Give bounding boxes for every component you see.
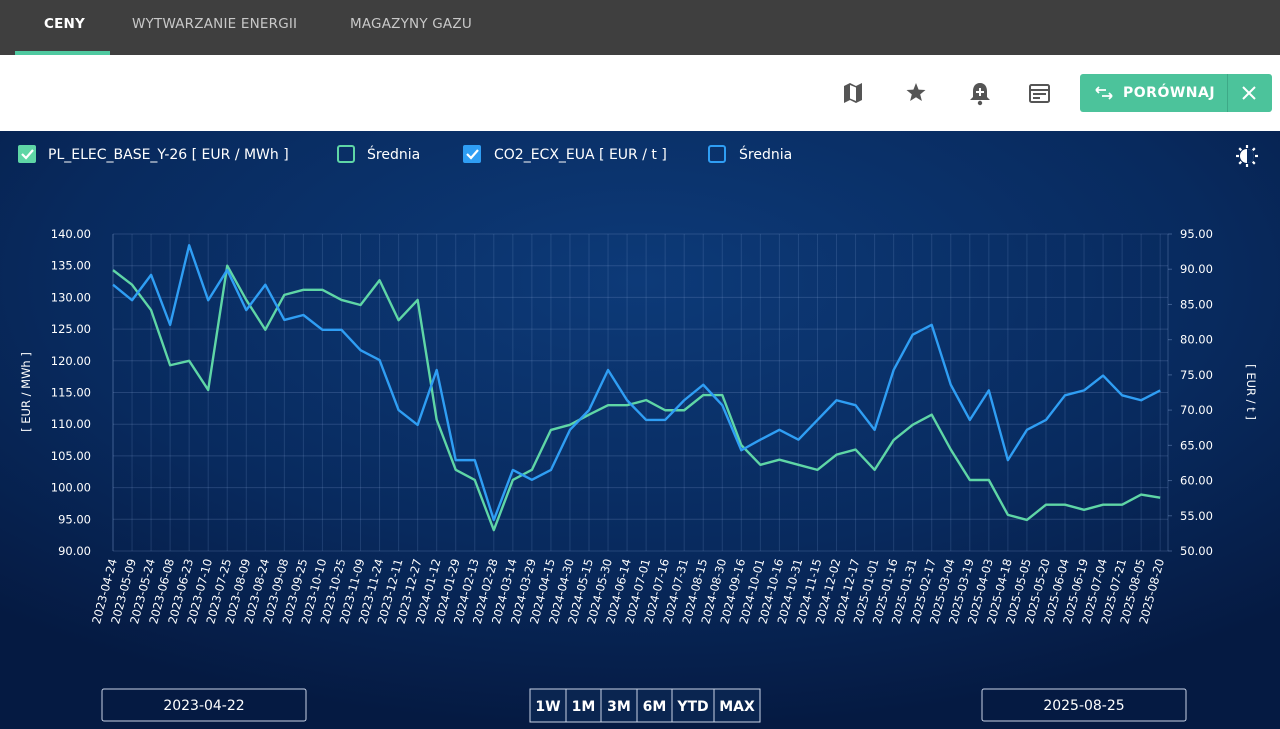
range-button-label: 6M bbox=[643, 699, 667, 715]
chart-panel: PL_ELEC_BASE_Y-26 [ EUR / MWh ] Średnia CO… bbox=[0, 131, 1280, 729]
start-date-input-label: 2023-04-22 bbox=[163, 698, 244, 714]
close-icon[interactable] bbox=[1227, 74, 1272, 112]
start-date-input[interactable] bbox=[101, 688, 307, 722]
range-button[interactable] bbox=[600, 688, 638, 723]
legend-label: CO2_ECX_EUA [ EUR / t ] bbox=[494, 147, 667, 163]
y-tick-label: 90.00 bbox=[58, 544, 91, 558]
end-date-input[interactable] bbox=[981, 688, 1187, 722]
compare-button[interactable]: PORÓWNAJ bbox=[1080, 74, 1272, 112]
toolbar: PORÓWNAJ bbox=[0, 55, 1280, 131]
y2-axis-label: [ EUR / t ] bbox=[1244, 364, 1258, 420]
legend-label: PL_ELEC_BASE_Y-26 [ EUR / MWh ] bbox=[48, 147, 289, 163]
y-axis-label: [ EUR / MWh ] bbox=[19, 352, 33, 432]
checkmark bbox=[21, 149, 34, 160]
average-label: Średnia bbox=[739, 145, 792, 163]
range-button[interactable] bbox=[671, 688, 715, 723]
y-tick-label: 135.00 bbox=[51, 259, 91, 273]
y-tick-label: 125.00 bbox=[51, 322, 91, 336]
calendar-icon[interactable] bbox=[1029, 84, 1050, 103]
range-button-label: MAX bbox=[719, 699, 755, 715]
active-tab-indicator bbox=[15, 51, 110, 55]
y-tick-label: 105.00 bbox=[51, 449, 91, 463]
series-line bbox=[112, 264, 1161, 532]
range-button[interactable] bbox=[565, 688, 602, 723]
compare-icon bbox=[1095, 86, 1113, 100]
range-button-label: 3M bbox=[607, 699, 631, 715]
legend-checkbox[interactable] bbox=[18, 145, 36, 163]
tab[interactable]: MAGAZYNY GAZU bbox=[350, 16, 472, 32]
y2-tick-label: 95.00 bbox=[1180, 227, 1213, 241]
series-line bbox=[112, 244, 1161, 522]
y2-tick-label: 55.00 bbox=[1180, 509, 1213, 523]
y-tick-label: 120.00 bbox=[51, 354, 91, 368]
range-button-label: 1M bbox=[572, 699, 596, 715]
average-checkbox[interactable] bbox=[708, 145, 726, 163]
range-button-label: 1W bbox=[535, 699, 560, 715]
compare-label: PORÓWNAJ bbox=[1123, 85, 1216, 101]
checkmark bbox=[466, 149, 479, 160]
y2-tick-label: 85.00 bbox=[1180, 297, 1213, 311]
legend-checkbox[interactable] bbox=[463, 145, 481, 163]
y2-tick-label: 65.00 bbox=[1180, 438, 1213, 452]
y2-tick-label: 90.00 bbox=[1180, 262, 1213, 276]
toolbar-icons bbox=[844, 83, 1050, 106]
average-checkbox[interactable] bbox=[337, 145, 355, 163]
y-tick-label: 140.00 bbox=[51, 227, 91, 241]
average-label: Średnia bbox=[367, 145, 420, 163]
y-tick-label: 110.00 bbox=[51, 417, 91, 431]
y2-tick-label: 70.00 bbox=[1180, 403, 1213, 417]
star-icon[interactable] bbox=[906, 83, 926, 101]
theme-toggle[interactable] bbox=[1236, 145, 1258, 167]
bell-icon[interactable] bbox=[970, 83, 990, 106]
y-tick-label: 115.00 bbox=[51, 386, 91, 400]
y-tick-label: 95.00 bbox=[58, 512, 91, 526]
end-date-input-label: 2025-08-25 bbox=[1043, 698, 1124, 714]
y-tick-label: 130.00 bbox=[51, 290, 91, 304]
tab[interactable]: WYTWARZANIE ENERGII bbox=[132, 16, 298, 32]
top-nav: CENY WYTWARZANIE ENERGII MAGAZYNY GAZU bbox=[0, 0, 1280, 55]
tab[interactable]: CENY bbox=[44, 16, 86, 32]
range-button[interactable] bbox=[636, 688, 673, 723]
y-tick-label: 100.00 bbox=[51, 481, 91, 495]
button-divider bbox=[1227, 74, 1228, 112]
map-icon[interactable] bbox=[844, 83, 862, 103]
chart-background bbox=[0, 131, 1280, 729]
y2-tick-label: 60.00 bbox=[1180, 474, 1213, 488]
y2-tick-label: 80.00 bbox=[1180, 333, 1213, 347]
y2-tick-label: 50.00 bbox=[1180, 544, 1213, 558]
range-button-label: YTD bbox=[676, 699, 708, 715]
range-button[interactable] bbox=[713, 688, 761, 723]
y2-tick-label: 75.00 bbox=[1180, 368, 1213, 382]
